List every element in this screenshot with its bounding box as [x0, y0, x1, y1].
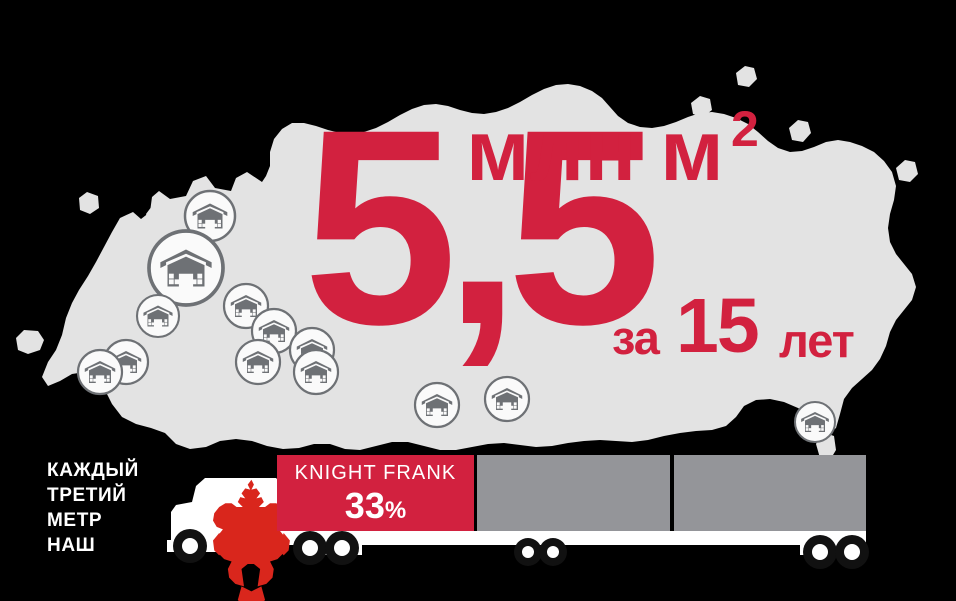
warehouse-marker[interactable]	[292, 348, 340, 396]
knight-frank-share-panel: KNIGHT FRANK 33%	[277, 455, 474, 531]
slogan-line-2: ТРЕТИЙ	[47, 485, 127, 507]
slogan-line-1: КАЖДЫЙ	[47, 460, 139, 481]
warehouse-icon	[491, 388, 523, 410]
warehouse-icon	[258, 320, 290, 342]
warehouse-marker[interactable]	[147, 229, 225, 307]
headline-period-number: 15	[676, 283, 760, 369]
headline-unit-superscript: 2	[731, 101, 759, 157]
warehouse-marker-group	[76, 189, 836, 443]
warehouse-marker[interactable]	[135, 293, 181, 339]
warehouse-icon	[192, 203, 228, 229]
slogan-line-3: МЕТР	[47, 510, 103, 532]
warehouse-icon	[160, 249, 212, 287]
double-headed-eagle-emblem	[213, 479, 290, 601]
slogan-line-4: НАШ	[47, 535, 96, 557]
knight-frank-share-value-wrap: 33%	[277, 487, 474, 525]
trailer-segment-1	[477, 455, 670, 531]
warehouse-icon	[230, 295, 262, 317]
warehouse-icon	[421, 394, 453, 416]
warehouse-marker[interactable]	[234, 338, 282, 386]
warehouse-icon	[143, 305, 173, 327]
warehouse-icon	[300, 361, 332, 383]
headline-period-prefix: за	[612, 311, 660, 364]
trailer-chassis	[277, 531, 866, 555]
knight-frank-brand-label: KNIGHT FRANK	[294, 462, 457, 484]
headline-period-suffix: лет	[779, 314, 855, 367]
warehouse-marker[interactable]	[76, 348, 124, 396]
slogan-block: КАЖДЫЙ ТРЕТИЙ МЕТР НАШ	[47, 458, 139, 558]
percent-symbol: %	[384, 497, 407, 524]
warehouse-marker[interactable]	[483, 375, 531, 423]
truck-wheels	[173, 529, 869, 569]
knight-frank-share-value: 33	[344, 485, 385, 526]
warehouse-marker[interactable]	[794, 401, 836, 443]
warehouse-icon	[242, 351, 274, 373]
trailer-segment-2	[673, 455, 866, 531]
warehouse-marker[interactable]	[413, 381, 461, 429]
headline-big-number: 5,5	[303, 71, 661, 382]
warehouse-icon	[84, 361, 116, 383]
trailer-dividers	[474, 455, 674, 531]
headline-unit-label: млн м	[466, 103, 724, 199]
warehouse-icon	[801, 412, 829, 432]
